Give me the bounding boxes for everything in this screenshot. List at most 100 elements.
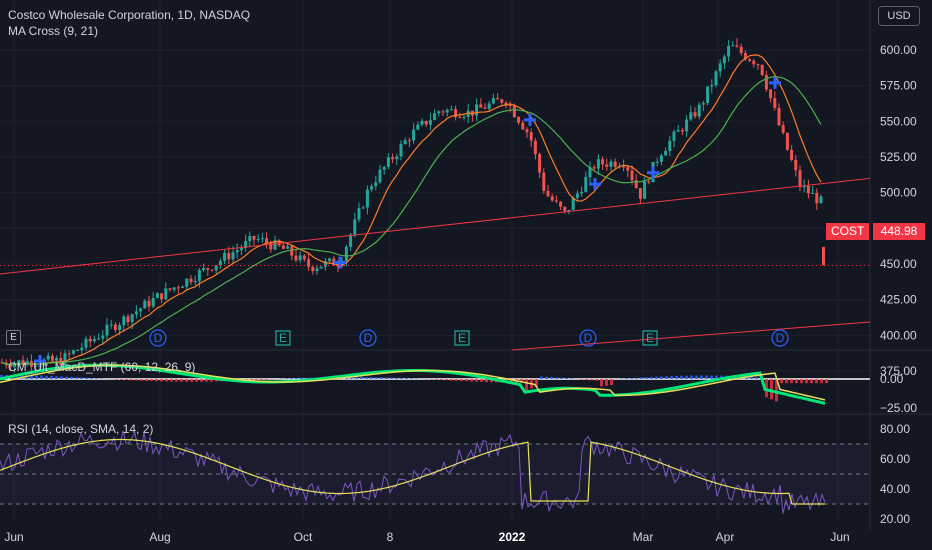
price-candle (592, 167, 596, 169)
price-candle (504, 102, 508, 106)
macd-histogram-bar (350, 376, 353, 379)
macd-histogram-bar (800, 379, 803, 384)
time-axis-label: Jun (4, 530, 23, 544)
macd-histogram-bar (205, 379, 208, 382)
macd-histogram-bar (485, 379, 488, 383)
earnings-event-icon[interactable]: E (6, 330, 21, 345)
price-candle (822, 246, 825, 266)
price-candle (546, 190, 550, 197)
macd-histogram-bar (360, 376, 363, 379)
macd-histogram-bar (650, 376, 653, 379)
price-candle (764, 75, 768, 90)
price-candle (491, 98, 495, 104)
price-candle (235, 250, 239, 253)
macd-histogram-bar (780, 379, 783, 384)
price-candle (155, 293, 159, 299)
price-candle (168, 288, 172, 290)
price-candle (529, 132, 533, 141)
macd-histogram-bar (700, 375, 703, 379)
price-candle (605, 164, 609, 167)
price-candle (206, 268, 210, 270)
symbol-price-tag: COST (826, 223, 870, 240)
macd-histogram-bar (145, 379, 148, 381)
macd-histogram-bar (465, 379, 468, 382)
price-candle (437, 111, 441, 114)
price-candle (105, 324, 109, 336)
price-candle (748, 59, 752, 61)
price-axis-label: 450.00 (880, 257, 917, 271)
price-candle (424, 120, 428, 125)
macd-histogram-bar (460, 379, 463, 382)
price-candle (462, 116, 466, 118)
price-candle (412, 129, 416, 141)
time-axis-label: Aug (149, 530, 170, 544)
price-candle (189, 278, 193, 283)
price-candle (181, 286, 185, 288)
price-candle (517, 117, 521, 123)
macd-histogram-bar (820, 379, 823, 384)
price-candle (580, 191, 584, 194)
ma-cross-marker (524, 113, 536, 126)
macd-histogram-bar (720, 375, 723, 379)
price-candle (176, 287, 180, 289)
currency-button[interactable]: USD (878, 6, 920, 26)
macd-histogram-bar (155, 379, 158, 382)
price-candle (512, 105, 516, 118)
price-candle (710, 85, 714, 87)
macd-histogram-bar (470, 379, 473, 382)
price-candle (185, 278, 189, 287)
price-candle (756, 64, 760, 66)
macd-histogram-bar (605, 379, 608, 386)
rsi-legend[interactable]: RSI (14, close, SMA, 14, 2) (8, 422, 154, 436)
macd-histogram-bar (300, 377, 303, 379)
macd-histogram-bar (545, 376, 548, 379)
macd-signal-line (0, 364, 826, 401)
macd-histogram-bar (540, 376, 543, 379)
rsi-axis-label: 80.00 (880, 422, 910, 436)
macd-histogram-bar (80, 377, 83, 379)
price-candle (126, 316, 130, 323)
macd-histogram-bar (175, 379, 178, 382)
price-candle (357, 208, 361, 220)
macd-histogram-bar (695, 375, 698, 379)
macd-histogram-bar (150, 379, 153, 382)
price-candle (46, 355, 50, 360)
macd-histogram-bar (790, 379, 793, 384)
macd-histogram-bar (685, 375, 688, 379)
price-candle (378, 169, 382, 183)
macd-histogram-bar (670, 376, 673, 379)
dividend-event-label: D (364, 331, 373, 345)
price-candle (638, 188, 642, 199)
price-candle (281, 245, 285, 249)
price-candle (269, 243, 273, 250)
macd-histogram-bar (290, 378, 293, 379)
macd-histogram-bar (200, 379, 203, 382)
price-candle (172, 287, 176, 290)
macd-histogram-bar (690, 375, 693, 379)
price-axis-label: 400.00 (880, 328, 917, 342)
price-candle (785, 132, 789, 150)
macd-histogram-bar (630, 377, 633, 379)
chart-title: Costco Wholesale Corporation, 1D, NASDAQ (8, 8, 251, 22)
price-candle (508, 105, 512, 107)
price-candle (655, 161, 659, 163)
price-candle (391, 157, 395, 160)
price-candle (21, 360, 25, 365)
macd-histogram-bar (675, 375, 678, 379)
price-candle (239, 247, 243, 251)
macd-legend[interactable]: CM_Ult_MacD_MTF (60, 12, 26, 9) (8, 360, 196, 374)
ma-cross-legend[interactable]: MA Cross (9, 21) (8, 24, 99, 38)
trendline-support (0, 177, 871, 275)
macd-histogram-bar (825, 379, 828, 384)
price-candle (336, 265, 340, 267)
macd-histogram-bar (90, 378, 93, 379)
time-axis-label: Apr (716, 530, 735, 544)
price-candle (151, 298, 155, 307)
price-candle (298, 255, 302, 261)
price-candle (554, 200, 558, 202)
macd-histogram-bar (715, 375, 718, 379)
price-candle (197, 270, 201, 281)
price-candle (231, 252, 235, 260)
price-candle (563, 206, 567, 211)
